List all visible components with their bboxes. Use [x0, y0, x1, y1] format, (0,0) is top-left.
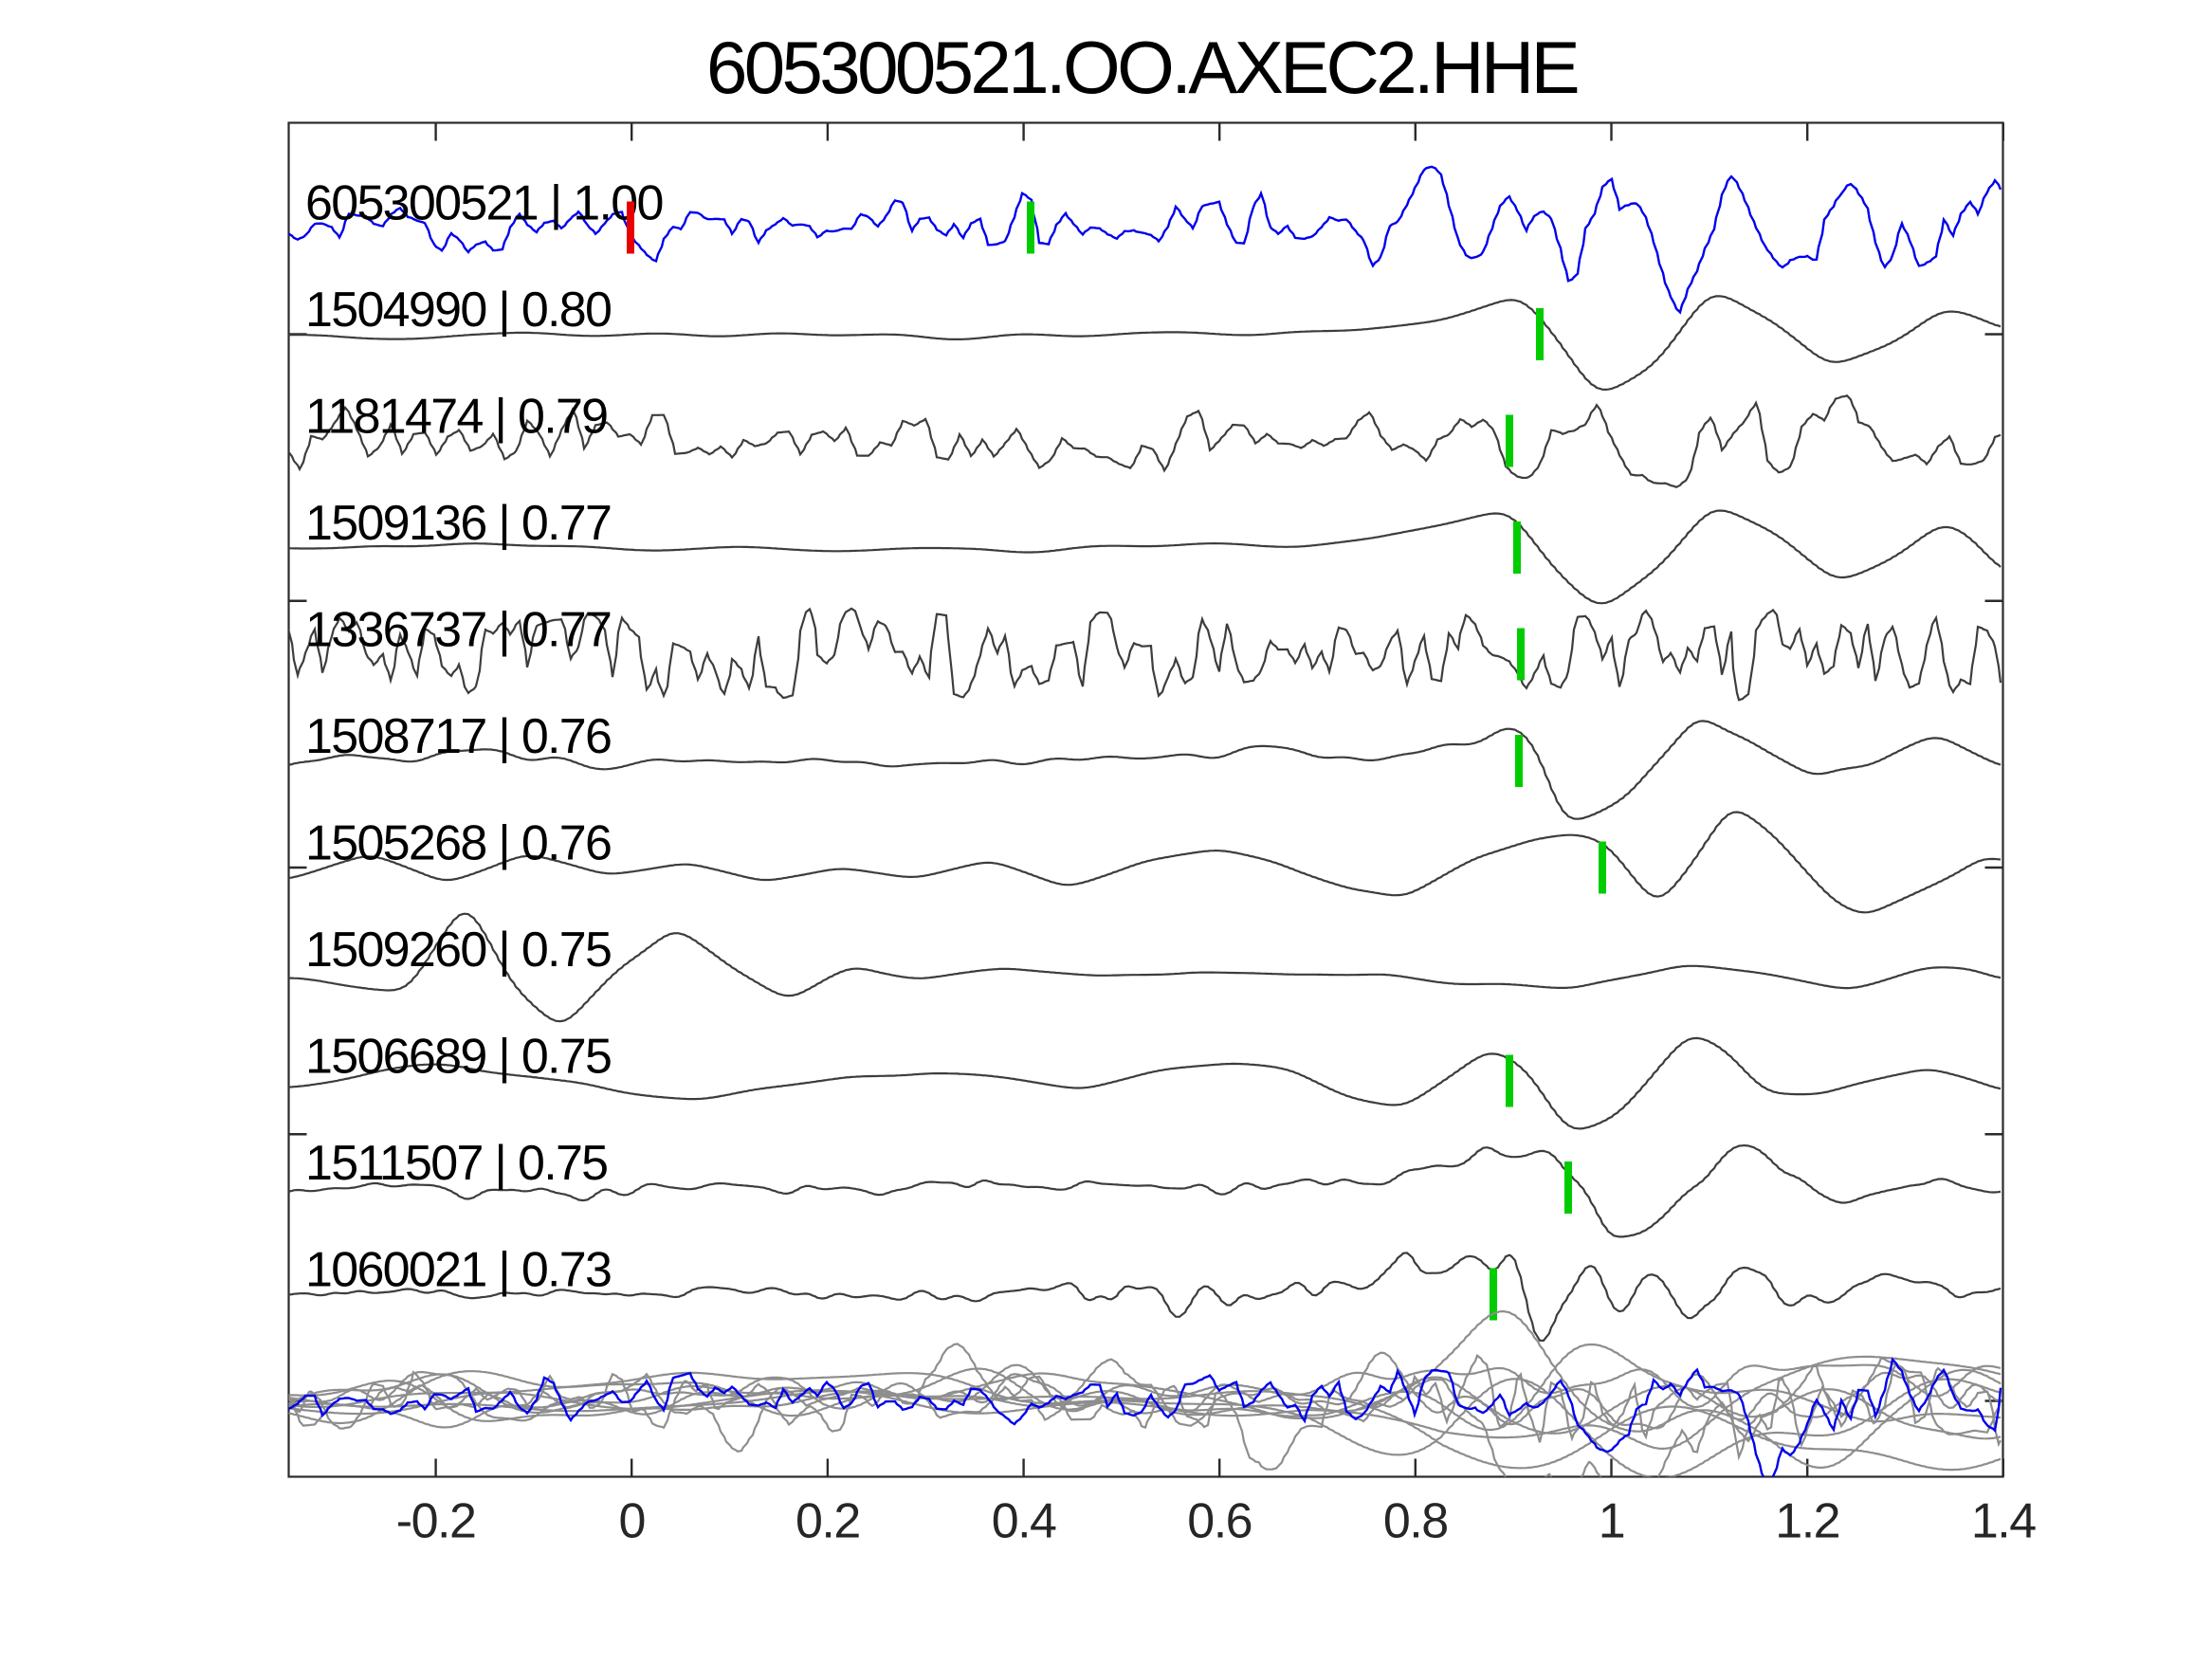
svg-text:1509260 | 0.75: 1509260 | 0.75 [305, 923, 611, 978]
svg-text:0.2: 0.2 [795, 1494, 860, 1549]
svg-text:0.6: 0.6 [1187, 1494, 1252, 1549]
svg-text:1504990 | 0.80: 1504990 | 0.80 [305, 283, 611, 338]
svg-text:1511507 | 0.75: 1511507 | 0.75 [305, 1136, 607, 1191]
svg-text:1336737 | 0.77: 1336737 | 0.77 [305, 603, 611, 658]
svg-text:0.8: 0.8 [1383, 1494, 1448, 1549]
svg-text:0: 0 [618, 1494, 644, 1549]
svg-text:1505268 | 0.76: 1505268 | 0.76 [305, 816, 611, 871]
svg-text:1: 1 [1599, 1494, 1624, 1549]
svg-text:1060021 | 0.73: 1060021 | 0.73 [305, 1243, 611, 1298]
svg-text:1506689 | 0.75: 1506689 | 0.75 [305, 1030, 611, 1085]
svg-text:0.4: 0.4 [992, 1494, 1056, 1549]
svg-text:-0.2: -0.2 [396, 1494, 476, 1549]
svg-text:1.2: 1.2 [1775, 1494, 1839, 1549]
svg-text:1181474 | 0.79: 1181474 | 0.79 [305, 390, 607, 445]
svg-text:1.4: 1.4 [1971, 1494, 2036, 1549]
svg-text:1509136 | 0.77: 1509136 | 0.77 [305, 496, 611, 551]
svg-text:1508717 | 0.76: 1508717 | 0.76 [305, 709, 611, 764]
svg-text:605300521.OO.AXEC2.HHE: 605300521.OO.AXEC2.HHE [706, 26, 1578, 109]
svg-text:605300521 | 1.00: 605300521 | 1.00 [305, 176, 663, 231]
